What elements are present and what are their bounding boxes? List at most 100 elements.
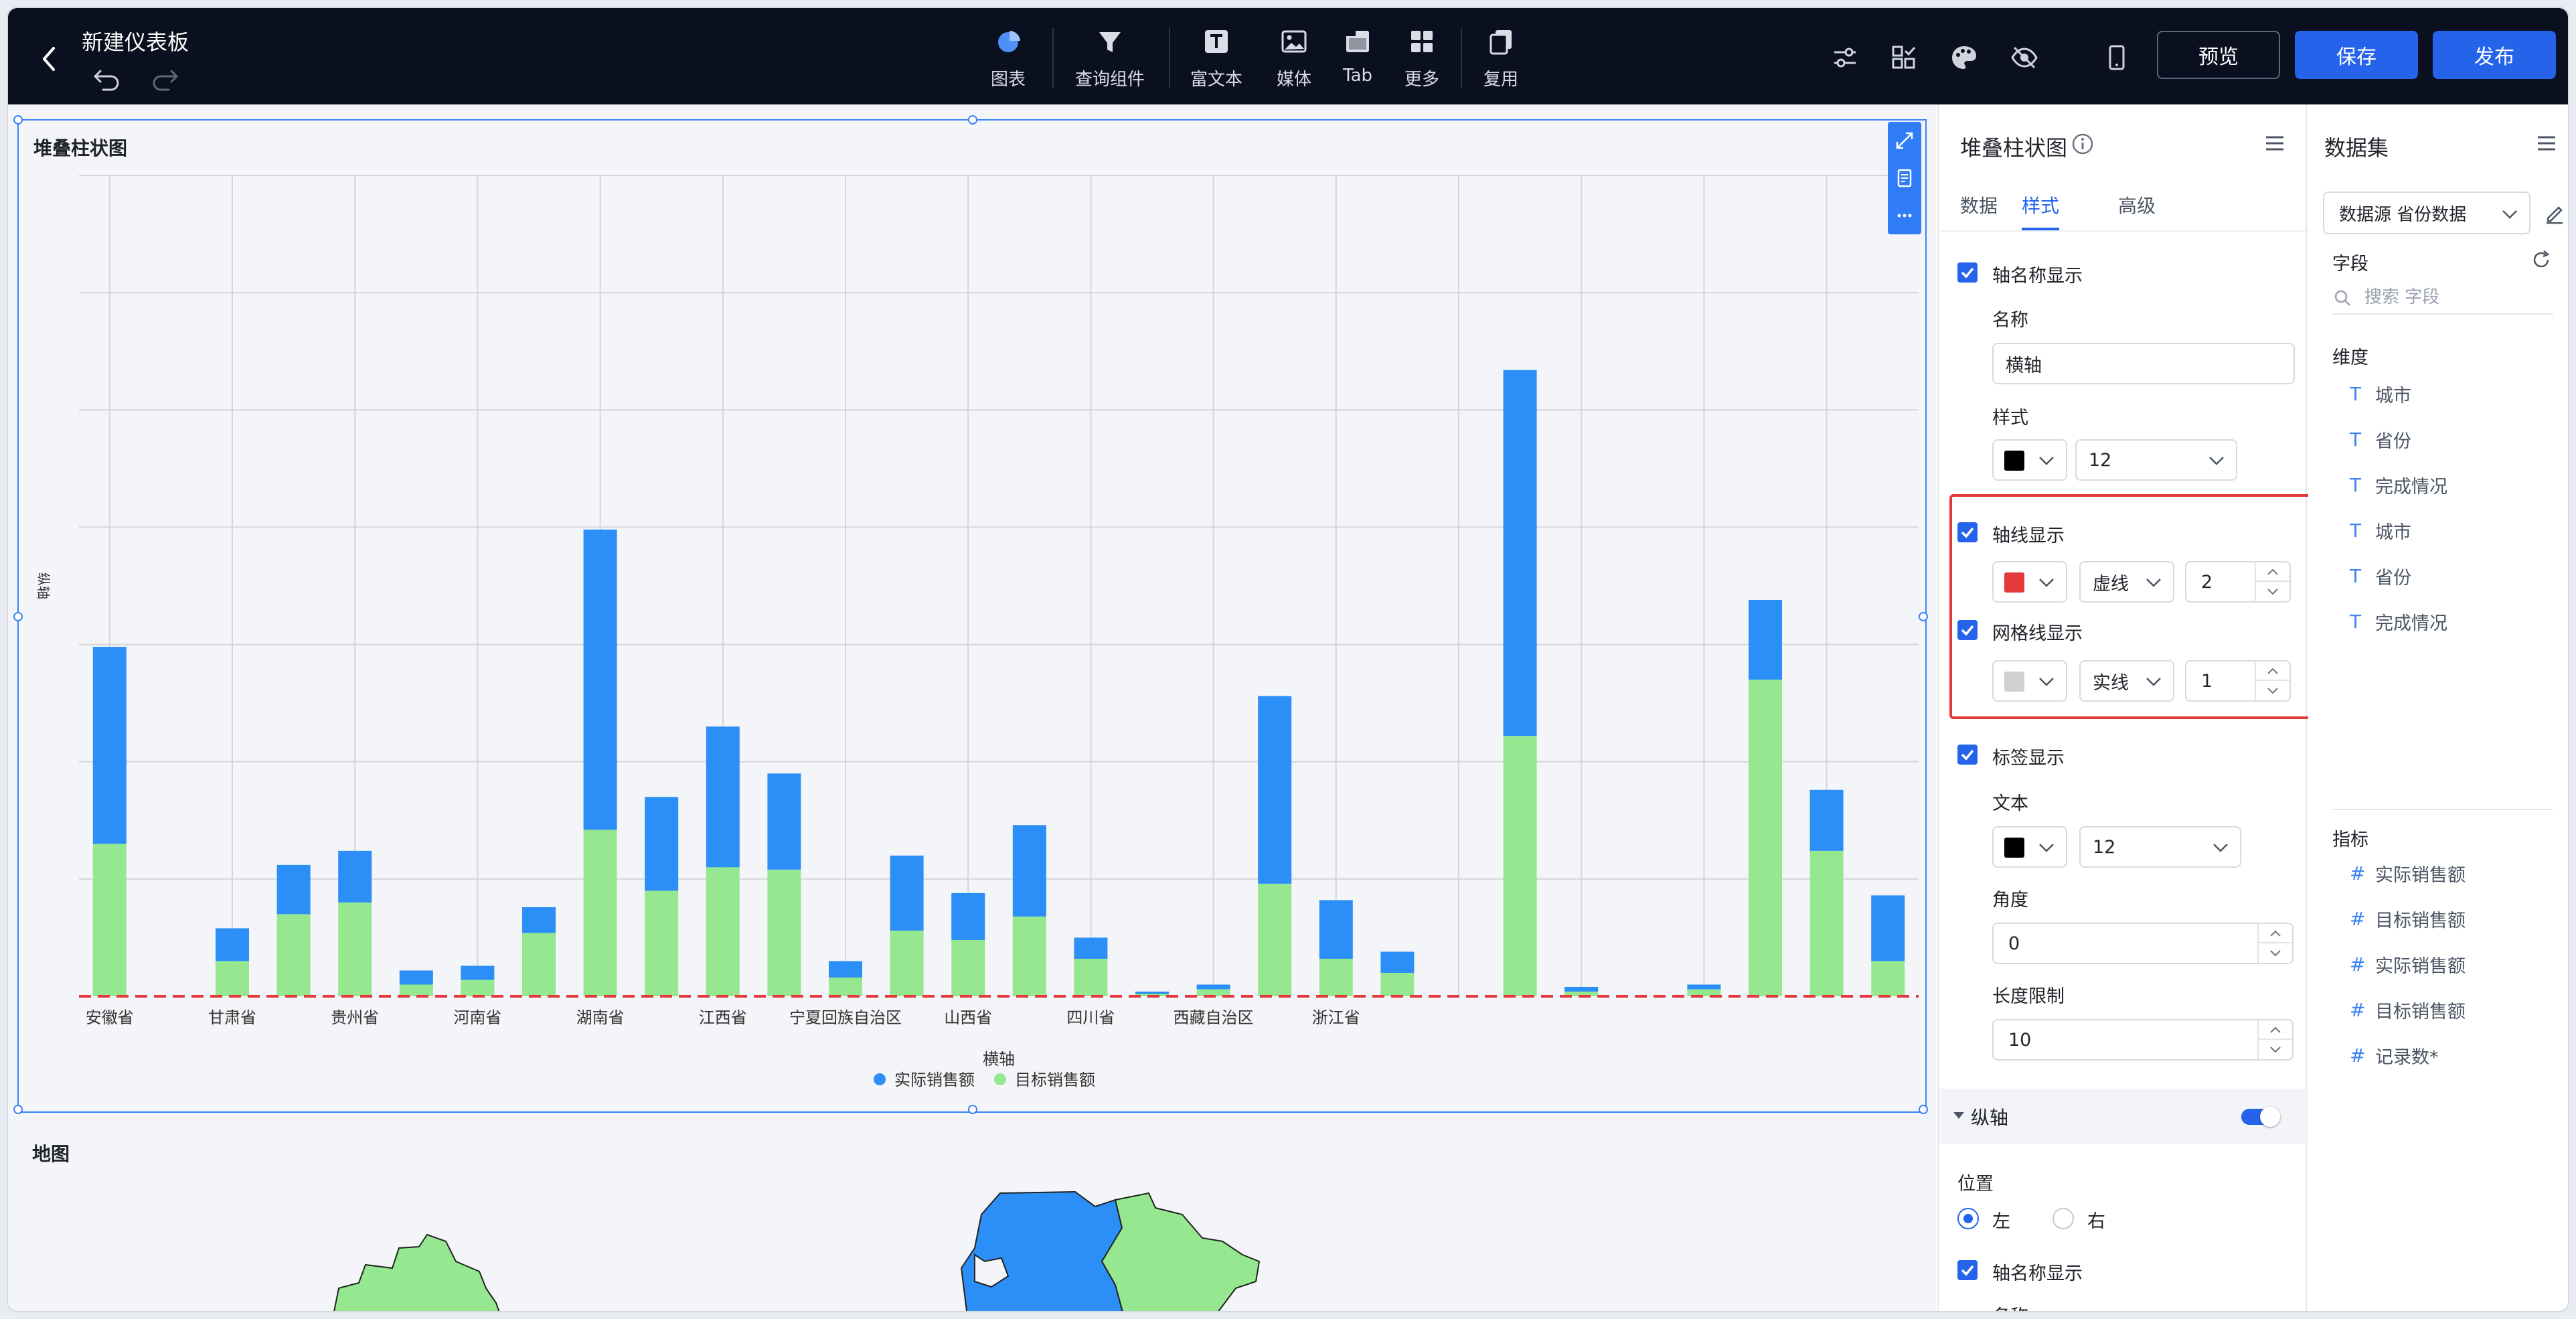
increment-button[interactable]: [2259, 1020, 2292, 1040]
tab-advanced[interactable]: 高级: [2118, 195, 2156, 217]
save-button[interactable]: 保存: [2295, 31, 2418, 79]
grid-line-color-picker[interactable]: [1992, 660, 2067, 702]
bar-actual-sales: [951, 893, 985, 940]
angle-stepper[interactable]: 0: [1992, 923, 2293, 964]
bar-target-sales: [1687, 989, 1721, 996]
toolbar-query-button[interactable]: 查询组件: [1075, 25, 1145, 95]
back-button[interactable]: [31, 39, 68, 79]
layout-button[interactable]: [1889, 43, 1921, 75]
toolbar-richtext-button[interactable]: 富文本: [1190, 25, 1242, 95]
tab-data[interactable]: 数据: [1960, 195, 1998, 217]
hide-button[interactable]: [2010, 43, 2042, 75]
axis-line-width-stepper[interactable]: 2: [2185, 561, 2291, 603]
grid-line-type-select[interactable]: 实线: [2079, 660, 2174, 702]
dataset-source-select[interactable]: 数据源 省份数据: [2323, 191, 2530, 234]
fullscreen-button[interactable]: [1891, 127, 1918, 154]
grid-line-width-stepper[interactable]: 1: [2185, 660, 2291, 702]
axis-name-input[interactable]: 横轴: [1992, 343, 2295, 384]
dimension-field[interactable]: T 城市: [2350, 517, 2411, 544]
dimension-field[interactable]: T 省份: [2350, 562, 2411, 589]
filter-settings-button[interactable]: [1830, 43, 1862, 75]
grid-line-show-checkbox[interactable]: [1957, 620, 1978, 640]
chevron-up-icon: [2270, 930, 2281, 937]
metric-field[interactable]: # 记录数*: [2350, 1042, 2439, 1069]
bar-target-sales: [216, 961, 249, 996]
resize-handle[interactable]: [13, 1105, 23, 1114]
panel-menu-icon[interactable]: [2263, 131, 2287, 155]
bar-actual-sales: [399, 970, 433, 985]
metric-field[interactable]: # 目标销售额: [2350, 905, 2466, 932]
label-show-checkbox[interactable]: [1957, 745, 1978, 765]
metric-field[interactable]: # 实际销售额: [2350, 951, 2466, 978]
axis-name-show-checkbox[interactable]: [1957, 262, 1978, 283]
length-limit-stepper[interactable]: 10: [1992, 1019, 2293, 1061]
preview-button[interactable]: 预览: [2157, 31, 2280, 79]
axis-name-color-picker[interactable]: [1992, 439, 2067, 481]
resize-handle[interactable]: [1919, 612, 1928, 621]
decrement-button[interactable]: [2256, 681, 2289, 700]
resize-handle[interactable]: [13, 612, 23, 621]
stacked-bar-chart-card[interactable]: 安徽省 甘肃省 贵州省 河南省 湖南省 江西省 宁夏回族自治区 山西省 四川省 西藏自治区 浙江省横…: [13, 115, 1928, 1114]
decrement-button[interactable]: [2256, 582, 2289, 601]
increment-button[interactable]: [2256, 562, 2289, 582]
y-axis-section-header[interactable]: 纵轴: [1939, 1089, 2308, 1144]
decrement-button[interactable]: [2259, 1040, 2292, 1059]
text-type-icon: T: [2350, 564, 2362, 587]
edit-icon[interactable]: [2543, 201, 2567, 225]
dimension-field[interactable]: T 完成情况: [2350, 608, 2447, 635]
bar-actual-sales: [583, 529, 617, 830]
dataset-source-value: 数据源 省份数据: [2339, 204, 2467, 225]
metric-field[interactable]: # 目标销售额: [2350, 996, 2466, 1023]
chevron-down-icon: [2039, 457, 2054, 465]
mobile-view-button[interactable]: [2102, 43, 2134, 75]
panel-menu-icon[interactable]: [2534, 131, 2559, 155]
info-icon[interactable]: [2071, 133, 2094, 155]
style-label: 样式: [1992, 408, 2028, 429]
resize-handle[interactable]: [13, 115, 23, 125]
chevron-down-icon: [2039, 844, 2054, 852]
axis-name-font-size-select[interactable]: 12: [2075, 439, 2237, 481]
color-swatch: [2004, 451, 2024, 471]
dimension-field[interactable]: T 完成情况: [2350, 471, 2447, 498]
field-search-input[interactable]: [2364, 283, 2545, 312]
x-tick-label: 西藏自治区: [1174, 1008, 1254, 1027]
y-axis-toggle[interactable]: [2241, 1107, 2280, 1127]
increment-button[interactable]: [2259, 924, 2292, 943]
dimension-field[interactable]: T 省份: [2350, 426, 2411, 453]
toolbar-reuse-button[interactable]: 复用: [1483, 25, 1518, 95]
toolbar-tab-button[interactable]: Tab: [1342, 25, 1374, 95]
toolbar-more-button[interactable]: 更多: [1404, 25, 1439, 95]
tab-style[interactable]: 样式: [2022, 195, 2060, 217]
chevron-left-icon: [43, 47, 55, 71]
publish-button[interactable]: 发布: [2433, 31, 2556, 79]
axis-line-color-picker[interactable]: [1992, 561, 2067, 603]
increment-button[interactable]: [2256, 662, 2289, 681]
dimension-field[interactable]: T 城市: [2350, 380, 2411, 407]
resize-handle[interactable]: [968, 1105, 977, 1114]
more-options-button[interactable]: [1891, 202, 1918, 229]
label-font-size-select[interactable]: 12: [2079, 826, 2241, 868]
map-card[interactable]: 地图: [17, 1128, 1927, 1311]
position-left-radio[interactable]: [1957, 1208, 1979, 1229]
toolbar-chart-button[interactable]: 图表: [991, 25, 1026, 95]
axis-line-type-select[interactable]: 虚线: [2079, 561, 2174, 603]
redo-button[interactable]: [149, 64, 181, 91]
decrement-button[interactable]: [2259, 943, 2292, 963]
refresh-icon[interactable]: [2529, 248, 2553, 272]
resize-handle[interactable]: [1919, 1105, 1928, 1114]
view-data-button[interactable]: [1891, 165, 1918, 191]
name-label: 名称: [1992, 310, 2028, 331]
y-axis-name-show-checkbox[interactable]: [1957, 1260, 1978, 1280]
toolbar-media-button[interactable]: 媒体: [1277, 25, 1311, 95]
dataset-panel: 数据集 数据源 省份数据 字段 维度 T 城市 T 省份 T 完成情况 T 城市 T 省份…: [2308, 104, 2568, 1311]
theme-button[interactable]: [1949, 43, 1982, 75]
axis-line-show-checkbox[interactable]: [1957, 522, 1978, 542]
dashboard-title[interactable]: 新建仪表板: [82, 29, 189, 55]
color-swatch: [2004, 672, 2024, 692]
chevron-up-icon: [2267, 568, 2278, 575]
label-color-picker[interactable]: [1992, 826, 2067, 868]
resize-handle[interactable]: [968, 115, 977, 125]
undo-button[interactable]: [91, 64, 123, 91]
position-right-radio[interactable]: [2052, 1208, 2074, 1229]
metric-field[interactable]: # 实际销售额: [2350, 860, 2466, 886]
